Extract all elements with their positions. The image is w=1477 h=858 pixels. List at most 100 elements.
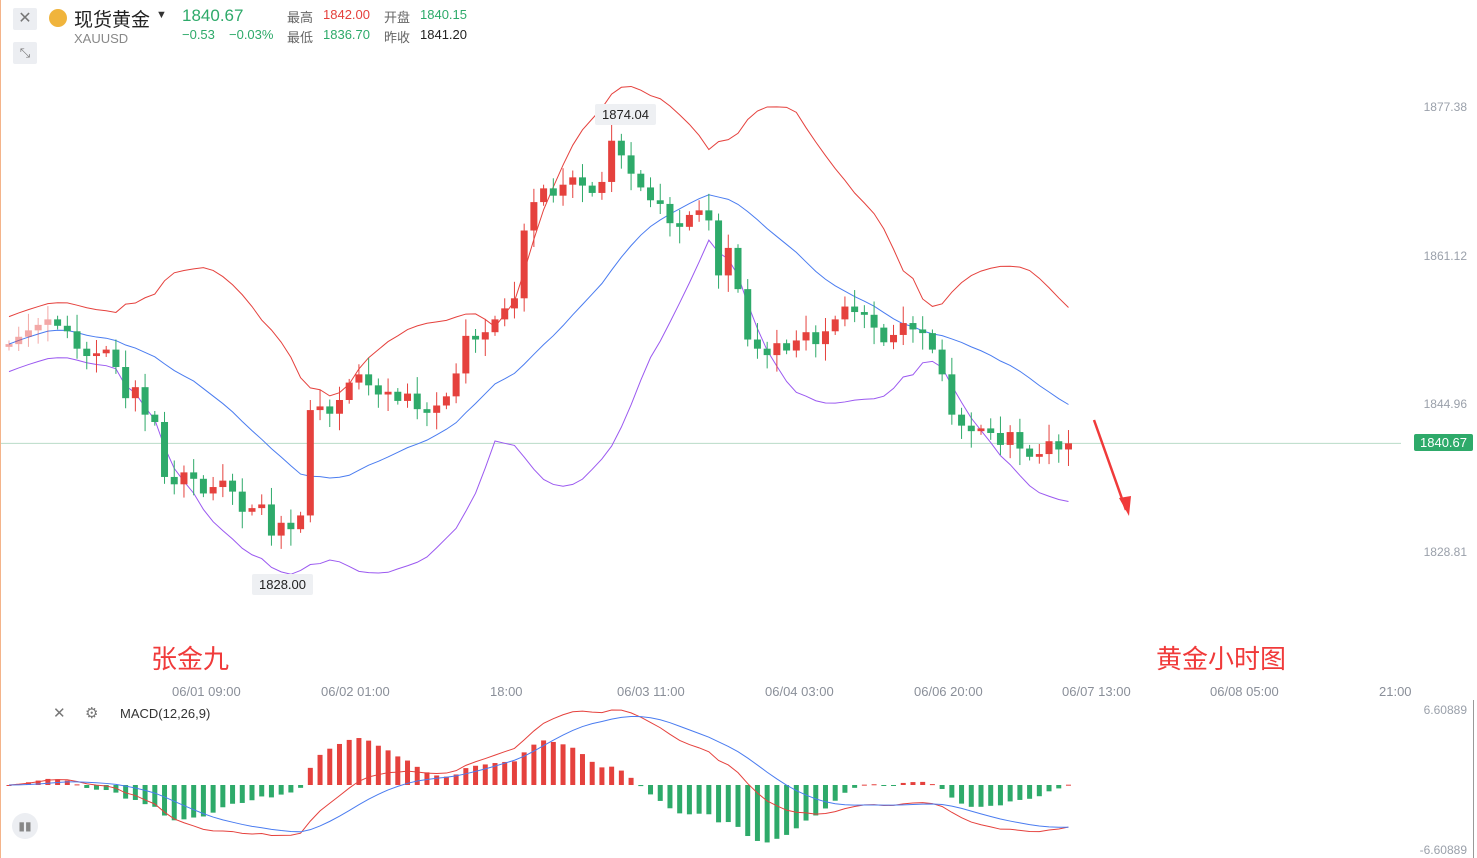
candle[interactable] — [481, 318, 489, 357]
candle[interactable] — [170, 460, 178, 495]
candle[interactable] — [578, 164, 586, 203]
candle[interactable] — [316, 389, 324, 421]
candle[interactable] — [394, 388, 402, 405]
candle[interactable] — [656, 183, 664, 215]
candle[interactable] — [229, 473, 237, 505]
candle[interactable] — [83, 341, 91, 370]
candle[interactable] — [569, 170, 577, 198]
candle[interactable] — [258, 494, 266, 515]
candle[interactable] — [1016, 418, 1024, 466]
candle[interactable] — [734, 244, 742, 293]
candle[interactable] — [831, 315, 839, 335]
candle[interactable] — [958, 407, 966, 439]
candle[interactable] — [355, 364, 363, 390]
candle[interactable] — [705, 193, 713, 231]
candle[interactable] — [899, 306, 907, 346]
candle[interactable] — [753, 323, 761, 359]
candle[interactable] — [491, 315, 499, 336]
candle[interactable] — [141, 373, 149, 432]
candle[interactable] — [1045, 424, 1053, 465]
candle[interactable] — [1026, 444, 1034, 461]
macd-settings-icon[interactable]: ⚙ — [85, 705, 99, 722]
candle[interactable] — [744, 279, 752, 347]
candle[interactable] — [938, 339, 946, 382]
candle[interactable] — [880, 323, 888, 346]
candle[interactable] — [967, 412, 975, 448]
candle[interactable] — [919, 316, 927, 350]
candle[interactable] — [802, 315, 810, 351]
candle[interactable] — [54, 315, 62, 330]
candle[interactable] — [510, 281, 518, 319]
candle[interactable] — [433, 392, 441, 430]
candle[interactable] — [297, 511, 305, 533]
candle[interactable] — [462, 319, 470, 384]
candle[interactable] — [374, 378, 382, 408]
candle[interactable] — [763, 341, 771, 369]
dropdown-caret-icon[interactable]: ▼ — [156, 9, 167, 21]
candle[interactable] — [501, 298, 509, 327]
candle[interactable] — [365, 357, 373, 396]
candle[interactable] — [948, 357, 956, 425]
candle[interactable] — [909, 316, 917, 343]
candle[interactable] — [267, 487, 275, 546]
candle[interactable] — [520, 223, 528, 312]
candle[interactable] — [423, 402, 431, 427]
candle[interactable] — [209, 476, 217, 501]
candle[interactable] — [472, 328, 480, 353]
candle[interactable] — [1006, 425, 1014, 459]
candle[interactable] — [695, 200, 703, 222]
candle[interactable] — [996, 416, 1004, 455]
candle[interactable] — [24, 313, 32, 347]
candle[interactable] — [345, 378, 353, 404]
candle[interactable] — [219, 464, 227, 498]
candle[interactable] — [63, 315, 71, 339]
candle[interactable] — [122, 350, 130, 409]
candle[interactable] — [180, 465, 188, 498]
candle[interactable] — [841, 296, 849, 327]
candle[interactable] — [792, 330, 800, 358]
candle[interactable] — [666, 197, 674, 237]
macd-close-icon[interactable]: ✕ — [53, 705, 66, 722]
close-icon[interactable]: ✕ — [13, 8, 37, 30]
candle[interactable] — [442, 392, 450, 410]
candle[interactable] — [715, 213, 723, 289]
candle[interactable] — [588, 181, 596, 197]
candle[interactable] — [326, 399, 334, 428]
candle[interactable] — [598, 171, 606, 200]
candle[interactable] — [102, 345, 110, 357]
candle[interactable] — [676, 209, 684, 244]
candle[interactable] — [248, 504, 256, 516]
candle[interactable] — [783, 339, 791, 355]
candle[interactable] — [277, 515, 285, 549]
candle[interactable] — [287, 509, 295, 546]
candle[interactable] — [335, 386, 343, 431]
candle[interactable] — [413, 377, 421, 420]
candle[interactable] — [977, 424, 985, 435]
candle[interactable] — [384, 378, 392, 411]
symbol-name[interactable]: 现货黄金 — [74, 10, 151, 31]
candle[interactable] — [73, 314, 81, 359]
candle[interactable] — [92, 339, 100, 373]
candle[interactable] — [190, 459, 198, 496]
candle[interactable] — [15, 326, 23, 351]
candle[interactable] — [928, 329, 936, 354]
candle[interactable] — [685, 211, 693, 231]
candle[interactable] — [404, 383, 412, 408]
candle[interactable] — [821, 318, 829, 361]
candle[interactable] — [890, 324, 898, 350]
candle[interactable] — [617, 133, 625, 169]
candle[interactable] — [5, 340, 13, 351]
candle[interactable] — [647, 177, 655, 208]
candle[interactable] — [1035, 443, 1043, 464]
candle[interactable] — [724, 234, 732, 292]
candle[interactable] — [812, 325, 820, 358]
candle[interactable] — [112, 339, 120, 374]
indicator-icon[interactable]: ▮▮ — [12, 813, 38, 839]
candle[interactable] — [559, 168, 567, 206]
candle[interactable] — [637, 170, 645, 192]
candle[interactable] — [161, 411, 169, 484]
candle[interactable] — [1064, 430, 1072, 466]
candle[interactable] — [238, 478, 246, 529]
candle[interactable] — [306, 400, 314, 523]
candle[interactable] — [151, 410, 159, 426]
